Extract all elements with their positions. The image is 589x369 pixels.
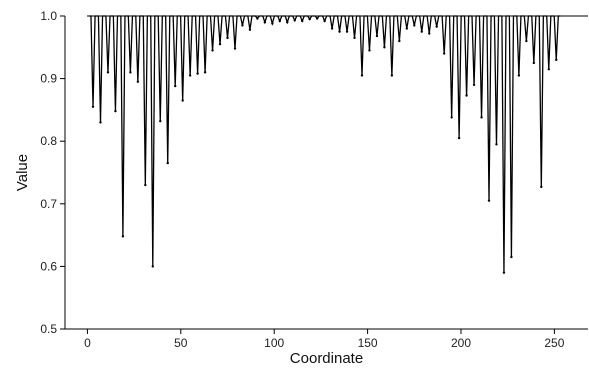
data-point bbox=[278, 19, 282, 23]
data-point bbox=[465, 94, 468, 97]
x-tick-label: 200 bbox=[451, 336, 471, 350]
data-point bbox=[293, 19, 296, 22]
data-point bbox=[368, 49, 371, 52]
data-point bbox=[166, 161, 169, 165]
data-point bbox=[203, 71, 207, 74]
data-point bbox=[256, 17, 259, 20]
y-tick-label: 0.7 bbox=[40, 197, 57, 211]
data-point bbox=[345, 30, 349, 33]
x-tick-label: 50 bbox=[174, 336, 188, 350]
data-point bbox=[420, 30, 423, 33]
data-point bbox=[181, 99, 184, 102]
data-point bbox=[450, 116, 453, 119]
data-point bbox=[159, 119, 162, 123]
data-point bbox=[442, 52, 446, 55]
data-point bbox=[532, 61, 536, 65]
data-point bbox=[525, 39, 528, 43]
data-point bbox=[517, 74, 521, 77]
data-point bbox=[241, 24, 244, 27]
data-point bbox=[398, 39, 401, 43]
data-point bbox=[375, 34, 379, 38]
data-point bbox=[323, 19, 326, 23]
data-point bbox=[413, 24, 416, 27]
data-point bbox=[263, 21, 267, 24]
data-point bbox=[174, 84, 177, 88]
y-tick-label: 0.6 bbox=[40, 259, 57, 273]
data-point bbox=[188, 74, 192, 77]
data-point bbox=[502, 271, 506, 274]
data-point bbox=[540, 185, 543, 189]
data-point bbox=[330, 27, 334, 30]
y-tick-label: 0.8 bbox=[40, 134, 57, 148]
data-point bbox=[129, 71, 132, 74]
data-point bbox=[547, 68, 550, 71]
x-tick-label: 150 bbox=[358, 336, 378, 350]
data-point bbox=[555, 58, 558, 62]
data-point bbox=[353, 36, 356, 40]
data-point bbox=[91, 105, 95, 108]
y-tick-label: 0.5 bbox=[40, 322, 57, 336]
x-tick-label: 100 bbox=[264, 336, 284, 350]
y-axis-title: Value bbox=[14, 154, 31, 191]
data-point bbox=[271, 22, 274, 25]
data-point bbox=[226, 36, 229, 40]
data-point bbox=[457, 136, 461, 140]
data-point bbox=[495, 143, 498, 146]
data-point bbox=[106, 71, 110, 74]
data-point bbox=[383, 46, 386, 49]
series-line bbox=[88, 15, 561, 273]
data-point bbox=[301, 19, 304, 23]
data-point bbox=[99, 121, 102, 124]
data-point bbox=[136, 80, 140, 83]
data-point bbox=[196, 72, 199, 75]
data-point bbox=[121, 235, 125, 238]
data-point bbox=[390, 74, 394, 77]
data-point bbox=[510, 255, 513, 259]
data-point bbox=[428, 32, 431, 35]
data-point bbox=[472, 83, 476, 87]
x-tick-label: 250 bbox=[544, 336, 564, 350]
data-point bbox=[286, 21, 289, 24]
data-point bbox=[308, 17, 311, 21]
data-point bbox=[405, 27, 409, 30]
data-point bbox=[144, 183, 147, 187]
data-point bbox=[360, 74, 364, 77]
x-tick-label: 0 bbox=[84, 336, 91, 350]
data-point bbox=[487, 199, 491, 202]
data-point bbox=[233, 47, 237, 50]
data-point bbox=[248, 28, 252, 31]
data-point bbox=[211, 49, 214, 52]
data-point bbox=[315, 17, 319, 20]
x-axis-title: Coordinate bbox=[290, 350, 363, 367]
data-point bbox=[218, 42, 222, 46]
data-point bbox=[151, 265, 154, 268]
y-tick-label: 1.0 bbox=[40, 9, 57, 23]
data-point bbox=[480, 116, 483, 119]
data-point bbox=[114, 109, 117, 113]
y-tick-label: 0.9 bbox=[40, 72, 57, 86]
data-point bbox=[338, 30, 341, 33]
data-point bbox=[435, 25, 438, 28]
